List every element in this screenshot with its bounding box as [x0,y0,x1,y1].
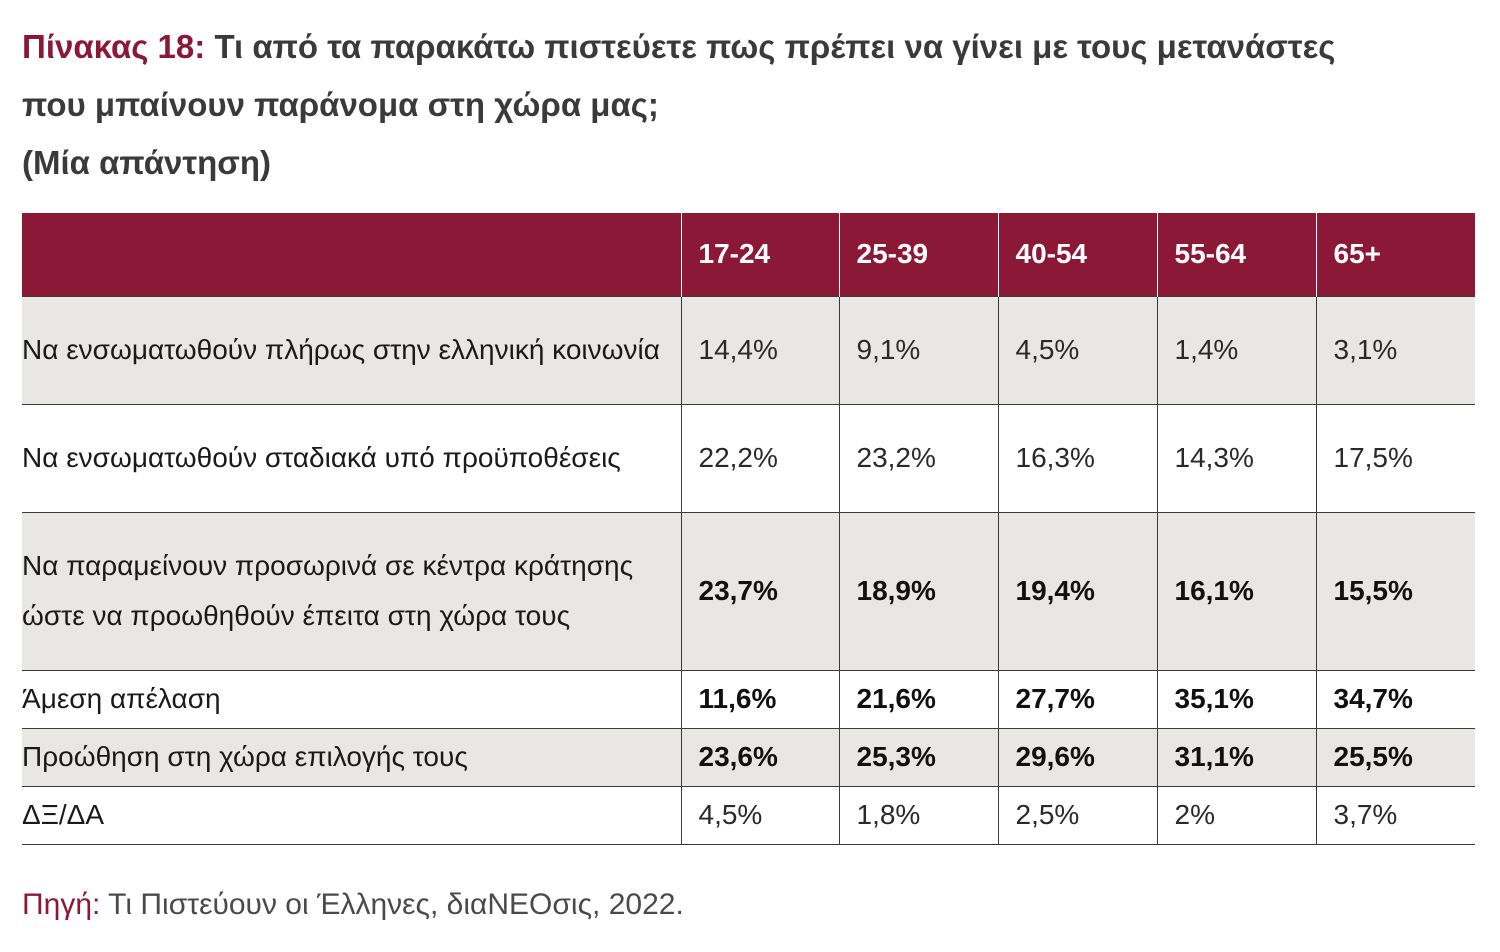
table-title: Πίνακας 18: Τι από τα παρακάτω πιστεύετε… [22,18,1482,192]
header-cell-40-54: 40-54 [997,213,1157,296]
table-row: Άμεση απέλαση 11,6% 21,6% 27,7% 35,1% 34… [22,669,1475,728]
table-row: Προώθηση στη χώρα επιλογής τους 23,6% 25… [22,727,1475,786]
table-cell: 2,5% [997,785,1157,845]
table-cell: 27,7% [997,669,1157,728]
table-cell: 22,2% [680,403,839,512]
table-cell: 14,3% [1156,403,1316,512]
header-row: 17-24 25-39 40-54 55-64 65+ [22,213,1475,296]
table-cell: 15,5% [1315,511,1475,670]
table-row: Να παραμείνουν προσωρινά σε κέντρα κράτη… [22,511,1475,670]
table-cell: 21,6% [838,669,998,728]
table-cell: 25,3% [838,727,998,786]
table-cell: 29,6% [997,727,1157,786]
table-cell: 4,5% [680,785,839,845]
table-cell: 23,6% [680,727,839,786]
table-cell: 11,6% [680,669,839,728]
table-cell: 16,1% [1156,511,1316,670]
table-cell: 17,5% [1315,403,1475,512]
row-label: Να ενσωματωθούν πλήρως στην ελληνική κοι… [22,295,681,404]
table-cell: 35,1% [1156,669,1316,728]
table-cell: 3,1% [1315,295,1475,404]
table-cell: 4,5% [997,295,1157,404]
data-table: 17-24 25-39 40-54 55-64 65+ Να ενσωματωθ… [22,213,1475,845]
header-cell-label [22,213,681,296]
table-row: Να ενσωματωθούν σταδιακά υπό προϋποθέσει… [22,403,1475,512]
table-cell: 3,7% [1315,785,1475,845]
table-cell: 2% [1156,785,1316,845]
table-cell: 25,5% [1315,727,1475,786]
table-cell: 14,4% [680,295,839,404]
title-text-1: Τι από τα παρακάτω πιστεύετε πως πρέπει … [214,28,1336,65]
row-label: Άμεση απέλαση [22,669,681,728]
table-cell: 1,8% [838,785,998,845]
table-row: ΔΞ/ΔΑ 4,5% 1,8% 2,5% 2% 3,7% [22,785,1475,845]
row-label: Να ενσωματωθούν σταδιακά υπό προϋποθέσει… [22,403,681,512]
source-note: Πηγή: Τι Πιστεύουν οι Έλληνες, διαΝΕΟσις… [22,888,684,922]
row-label: Να παραμείνουν προσωρινά σε κέντρα κράτη… [22,511,681,670]
table-cell: 16,3% [997,403,1157,512]
title-line-2: που μπαίνουν παράνομα στη χώρα μας; [22,86,659,123]
table-cell: 31,1% [1156,727,1316,786]
source-label: Πηγή: [22,888,101,921]
table-cell: 23,7% [680,511,839,670]
header-cell-25-39: 25-39 [838,213,998,296]
table-cell: 9,1% [838,295,998,404]
table-cell: 1,4% [1156,295,1316,404]
title-line-3: (Μία απάντηση) [22,144,271,181]
table-row: Να ενσωματωθούν πλήρως στην ελληνική κοι… [22,295,1475,404]
header-cell-65-plus: 65+ [1315,213,1475,296]
title-line-1: Πίνακας 18: Τι από τα παρακάτω πιστεύετε… [22,18,1482,76]
source-text: Τι Πιστεύουν οι Έλληνες, διαΝΕΟσις, 2022… [100,888,684,921]
table-cell: 19,4% [997,511,1157,670]
header-cell-55-64: 55-64 [1156,213,1316,296]
row-label: ΔΞ/ΔΑ [22,785,681,845]
header-cell-17-24: 17-24 [680,213,839,296]
table-cell: 23,2% [838,403,998,512]
title-label: Πίνακας 18: [22,28,206,65]
table-cell: 34,7% [1315,669,1475,728]
table-cell: 18,9% [838,511,998,670]
row-label: Προώθηση στη χώρα επιλογής τους [22,727,681,786]
